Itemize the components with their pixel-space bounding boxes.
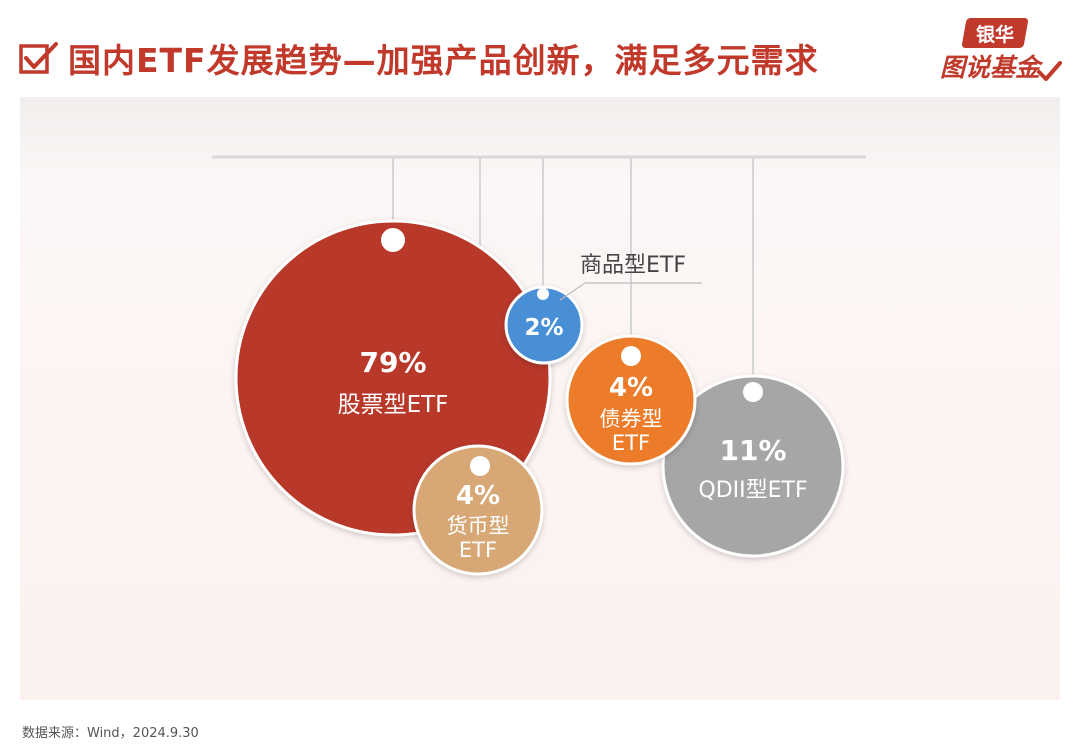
value-label-qdiietf: 11% <box>719 434 786 467</box>
bubble-knot-4 <box>537 288 549 300</box>
brand-logo: 银华 图说基金 <box>932 18 1062 84</box>
brand-top-text: 银华 <box>975 24 1014 46</box>
bubble-knot-0 <box>381 228 405 252</box>
category-label-qdiietf: QDII型ETF <box>698 478 807 503</box>
bubble-knot-1 <box>743 382 763 402</box>
value-label-etf: 2% <box>524 315 563 341</box>
page-title: 国内ETF发展趋势—加强产品创新，满足多元需求 <box>68 41 819 80</box>
bubble-knot-3 <box>470 456 490 476</box>
value-label-etf: 4% <box>609 373 653 403</box>
bubble-etf <box>504 285 584 365</box>
category-label-etf: 货币型 ETF <box>447 514 510 562</box>
callout-leader <box>559 282 586 301</box>
header: 国内ETF发展趋势—加强产品创新，满足多元需求 银华 图说基金 <box>0 0 1080 96</box>
bubble-qdiietf <box>661 374 845 558</box>
brand-main-text: 图说基金 <box>939 53 1040 82</box>
category-label-etf: 股票型ETF <box>338 392 449 418</box>
value-label-etf: 4% <box>456 481 500 511</box>
bubble-etf <box>412 444 544 576</box>
value-label-etf: 79% <box>359 346 426 379</box>
checkbox-check-icon <box>19 42 58 74</box>
category-label-etf: 债券型 ETF <box>600 407 663 455</box>
bubble-etf <box>565 334 697 466</box>
bubble-knot-2 <box>621 346 641 366</box>
data-source: 数据来源：Wind，2024.9.30 <box>22 726 199 741</box>
category-label-etf: 商品型ETF <box>580 253 686 278</box>
brand-check-icon <box>1037 61 1062 81</box>
